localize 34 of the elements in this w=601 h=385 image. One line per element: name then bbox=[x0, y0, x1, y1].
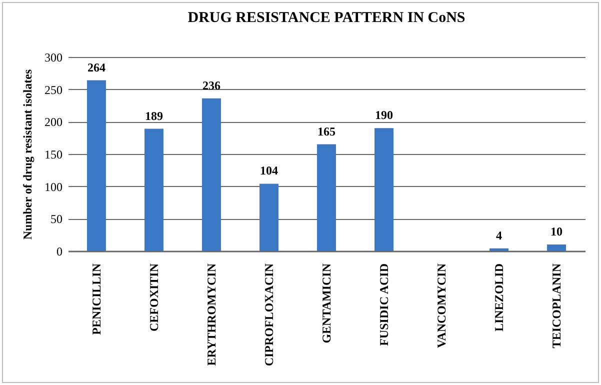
data-label: 104 bbox=[260, 164, 278, 178]
data-label: 189 bbox=[144, 108, 163, 123]
y-tick-label: 150 bbox=[44, 148, 62, 162]
data-label: 264 bbox=[87, 60, 106, 74]
x-tick-label: CEFOXITIN bbox=[146, 263, 161, 332]
bar bbox=[374, 128, 394, 251]
y-tick-label: 250 bbox=[44, 82, 62, 97]
y-tick-label: 100 bbox=[44, 180, 62, 194]
chart-title: DRUG RESISTANCE PATTERN IN CoNS bbox=[188, 10, 466, 26]
x-tick-label: FUSIDIC ACID bbox=[377, 263, 392, 346]
bar bbox=[490, 248, 509, 251]
bar bbox=[547, 244, 566, 251]
x-tick-label: VANCOMYCIN bbox=[434, 263, 449, 348]
data-label: 190 bbox=[375, 108, 394, 122]
bar bbox=[260, 184, 278, 251]
bar bbox=[317, 144, 336, 251]
bar bbox=[144, 128, 164, 251]
data-label: 236 bbox=[202, 78, 220, 92]
x-tick-label: PENICILLIN bbox=[89, 263, 104, 335]
bar bbox=[202, 98, 221, 251]
y-tick-label: 200 bbox=[44, 115, 62, 130]
y-tick-label: 50 bbox=[50, 212, 62, 226]
data-label: 165 bbox=[318, 124, 336, 138]
data-label: 4 bbox=[496, 228, 502, 242]
x-tick-label: CIPROFLOXACIN bbox=[262, 263, 276, 366]
y-tick-label: 0 bbox=[56, 244, 62, 258]
x-tick-label: TEICOPLANIN bbox=[550, 263, 564, 348]
y-tick-label: 300 bbox=[44, 50, 62, 64]
y-axis-title: Number of drug resistant isolates bbox=[20, 69, 34, 240]
x-tick-label: LINEZOLID bbox=[492, 263, 506, 332]
bar bbox=[86, 80, 106, 251]
x-tick-label: ERYTHROMYCIN bbox=[204, 263, 218, 366]
x-tick-label: GENTAMICIN bbox=[320, 263, 334, 344]
data-label: 10 bbox=[550, 224, 563, 239]
